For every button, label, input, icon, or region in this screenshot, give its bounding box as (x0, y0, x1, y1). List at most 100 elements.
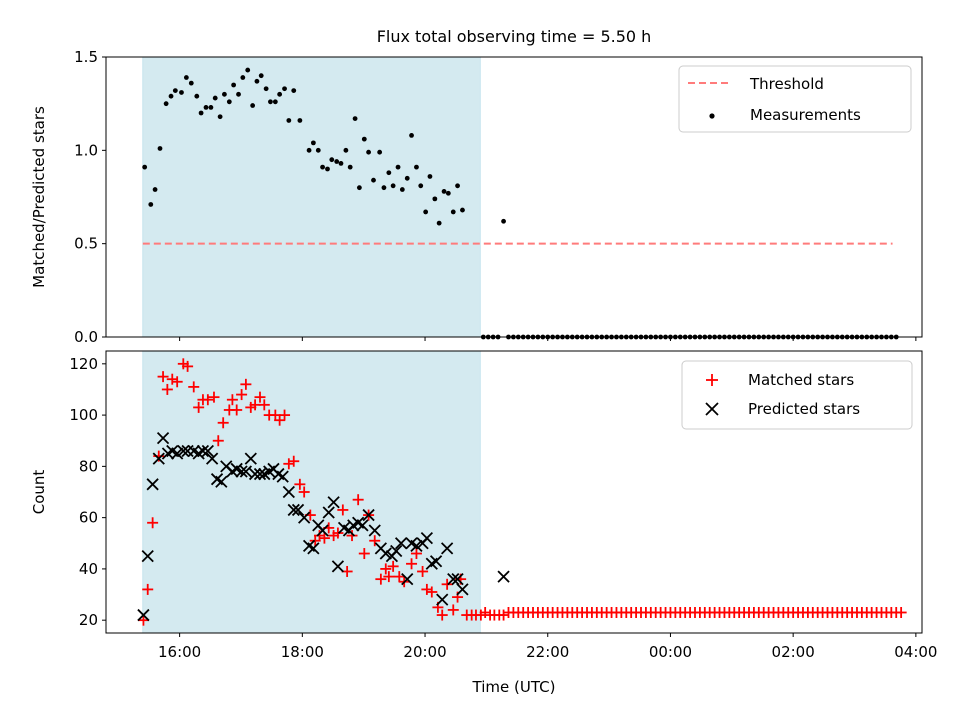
predicted-star-marker-61 (440, 542, 454, 555)
matched-star-marker-44 (352, 494, 364, 506)
matched-star-marker-50 (383, 571, 395, 583)
x-stroke-b (137, 608, 150, 622)
matched-star-marker-60 (436, 609, 448, 621)
x-stroke-b (230, 462, 243, 476)
measurement-point-43 (352, 116, 358, 121)
top-legend-frame (678, 65, 912, 133)
top-legend: Threshold Measurements (678, 65, 912, 133)
matched-star-marker-73 (498, 609, 510, 621)
measurement-point-10 (194, 93, 200, 99)
predicted-star-marker-16 (215, 475, 228, 488)
p0-observing-window-shade (142, 56, 481, 338)
measurement-point-4 (163, 101, 169, 107)
measurement-point-61 (436, 220, 442, 226)
measurement-point-11 (198, 110, 204, 116)
predicted-star-marker-12 (196, 444, 210, 458)
predicted-star-marker-47 (368, 524, 381, 537)
p1-x-tick-label-4: 00:00 (649, 643, 692, 661)
p0-y-axis-label: Matched/Predicted stars (30, 106, 48, 288)
measurement-point-55 (409, 133, 414, 138)
predicted-star-marker-60 (436, 593, 449, 606)
matched-star-marker-13 (202, 394, 214, 406)
x-stroke-b (287, 503, 300, 517)
predicted-star-marker-52 (394, 537, 408, 550)
x-stroke-b (390, 544, 403, 558)
matched-star-marker-6 (166, 373, 178, 385)
measurement-point-57 (418, 183, 424, 189)
measurement-point-22 (250, 103, 256, 108)
p1-observing-window-shade (142, 350, 481, 634)
matched-star-marker-51 (387, 560, 399, 572)
matched-star-marker-14 (208, 391, 220, 403)
p0-y-tick-label-0: 0.0 (74, 328, 98, 346)
predicted-star-marker-65 (497, 570, 510, 583)
predicted-star-marker-20 (235, 465, 248, 478)
p0-y-tick-label-2: 1.0 (74, 141, 98, 159)
x-stroke-b (210, 473, 224, 486)
matched-star-marker-48 (375, 573, 387, 585)
predicted-star-marker-51 (390, 544, 403, 558)
x-stroke-b (394, 537, 408, 550)
predicted-star-marker-49 (379, 547, 392, 560)
x-stroke-b (420, 532, 434, 545)
measurement-point-33 (306, 147, 312, 153)
x-stroke-b (166, 444, 179, 458)
p1-x-tick-label-0: 16:00 (158, 643, 201, 661)
predicted-star-marker-8 (177, 444, 190, 458)
matched-star-marker-9 (182, 360, 194, 372)
x-stroke-b (201, 444, 214, 458)
matched-star-marker-40 (332, 527, 344, 539)
predicted-star-marker-40 (331, 560, 345, 573)
top-panel: 0.0 0.5 1.0 1.5 Matched/Predicted stars (30, 48, 923, 346)
matched-star-marker-47 (369, 535, 381, 547)
matched-star-marker-2 (147, 517, 159, 529)
measurement-point-41 (343, 147, 349, 153)
measurement-point-64 (450, 209, 456, 215)
x-stroke-b (206, 452, 219, 465)
predicted-star-marker-13 (201, 444, 214, 458)
x-stroke-b (298, 511, 311, 524)
matched-star-marker-45 (358, 548, 370, 560)
matched-star-marker-61 (441, 578, 453, 590)
matched-star-marker-4 (157, 371, 169, 383)
measurement-point-35 (315, 147, 321, 153)
matched-star-marker-21 (240, 378, 252, 390)
measurement-point-59 (427, 174, 433, 179)
predicted-star-marker-57 (420, 532, 434, 545)
matched-star-marker-58 (426, 586, 438, 598)
measurement-point-56 (414, 164, 419, 170)
measurement-point-21 (245, 67, 251, 73)
measurement-point-17 (226, 99, 232, 105)
x-stroke-b (272, 467, 285, 481)
x-stroke-b (291, 503, 305, 517)
predicted-star-marker-33 (298, 511, 311, 524)
measurement-point-67 (501, 218, 506, 224)
predicted-star-marker-29 (276, 470, 289, 483)
x-stroke-b (244, 452, 257, 465)
matched-star-marker-19 (231, 404, 243, 416)
measurement-point-14 (212, 95, 218, 101)
predicted-star-marker-46 (362, 508, 375, 522)
p0-axes-frame (105, 56, 923, 338)
matched-star-marker-41 (337, 504, 349, 516)
x-stroke-b (368, 524, 381, 537)
x-stroke-b (456, 583, 469, 596)
x-stroke-b (239, 465, 253, 478)
measurement-point-48 (377, 149, 383, 155)
x-stroke-b (171, 447, 184, 460)
measurement-point-18 (231, 82, 237, 88)
matched-star-marker-31 (288, 455, 300, 467)
measurement-point-24 (258, 73, 264, 79)
predicted-star-marker-63 (451, 573, 464, 586)
p1-y-tick-label-3: 80 (79, 457, 98, 475)
x-stroke-b (282, 485, 295, 499)
measurement-point-8 (183, 75, 189, 80)
matched-star-marker-36 (314, 530, 326, 542)
legend-matched-label: Matched stars (748, 371, 854, 389)
predicted-star-marker-2 (146, 478, 159, 491)
matched-star-marker-24 (254, 391, 266, 403)
measurement-point-36 (320, 164, 325, 170)
matched-star-marker-32 (294, 478, 306, 490)
bottom-legend: Matched stars Predicted stars (681, 360, 913, 430)
measurement-point-0 (142, 164, 148, 170)
